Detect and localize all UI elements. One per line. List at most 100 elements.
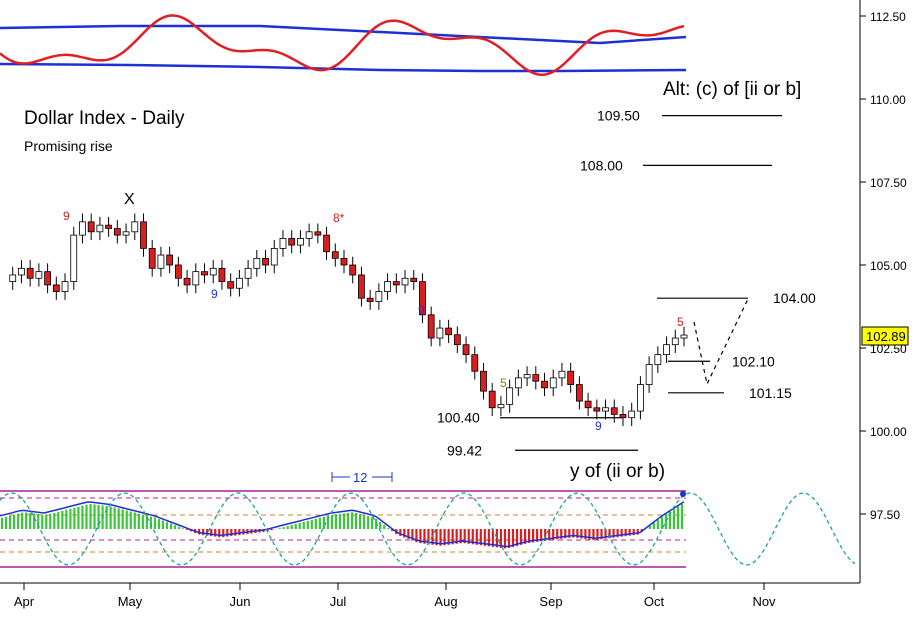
candle-down [87,221,95,233]
x-tick-label: Nov [752,594,776,609]
candle-up [244,267,252,279]
candle-up [192,271,200,286]
candle-up [514,377,522,389]
count-marker: 9 [63,209,70,223]
candle-up [279,238,287,249]
candle-up [131,221,139,233]
x-axis-ticks: Apr May Jun Jul Aug Sep Oct Nov [14,583,776,609]
level-label: 99.42 [447,442,482,458]
count-marker: 9 [595,419,602,433]
candle-down [532,374,540,382]
candle-down [445,327,453,336]
candle-up [209,267,217,276]
candle-up [61,281,69,292]
candle-down [575,384,583,402]
candle-down [140,221,147,249]
count-marker: 5 [677,315,684,329]
candle-up [654,354,662,366]
y-tick-label: 110.00 [870,93,906,107]
candle-up [270,247,278,266]
candle-up [506,387,514,405]
candle-down [488,390,496,409]
candle-up [645,364,653,385]
candle-up [628,410,636,419]
candle-down [366,297,374,302]
candle-down [453,334,461,346]
candle-up [18,267,25,276]
osc-signal-line [0,501,685,548]
candle-down [262,257,269,266]
x-tick-label: Aug [434,594,457,609]
oscillator-wave-line [0,14,685,76]
osc-end-dot [680,491,686,497]
level-label: 101.15 [749,385,792,401]
candle-up [297,238,304,246]
candle-down [619,413,627,419]
x-tick-label: Sep [539,594,562,609]
candle-down [44,271,51,286]
candle-down [52,284,60,292]
x-tick-label: Jul [330,594,347,609]
candle-up [671,337,679,346]
candle-up [680,334,688,339]
candle-down [358,274,365,299]
candle-down [427,314,435,339]
candle-up [384,281,391,292]
candle-down [166,254,174,266]
candle-down [392,281,400,286]
y-tick-label: 112.50 [870,10,906,24]
candle-down [340,257,348,266]
candle-up [558,370,566,379]
x-tick-label: Oct [644,594,665,609]
candle-up [235,277,243,289]
candle-up [35,271,43,279]
projected-path-line [693,298,749,386]
candle-up [523,374,531,379]
top-oscillator-panel [0,14,687,76]
count-marker: 5 [500,376,507,390]
last-price-text: 102.89 [866,329,906,344]
alt-wave-label: Alt: (c) of [ii or b] [663,79,801,100]
count-markers: 9 9 8* 9 5 9 5 [63,209,684,433]
candle-down [323,234,330,253]
y-tick-label: 107.50 [870,176,907,190]
candle-down [218,267,226,283]
candle-up [497,404,505,409]
candle-up [637,384,644,412]
candle-down [201,271,208,276]
last-price-badge [861,326,909,346]
candle-up [9,274,17,282]
candle-down [462,344,470,356]
candle-down [105,224,113,229]
cycle-length-label-bg [350,470,372,484]
level-label: 104.00 [773,290,816,306]
candle-up [122,231,130,236]
candle-up [401,277,409,286]
candle-up [305,231,313,239]
x-tick-label: Apr [14,594,35,609]
candle-down [480,370,487,392]
count-marker: 9 [418,303,425,317]
count-marker: 9 [211,287,218,301]
candle-up [70,234,78,282]
count-marker: 8* [333,211,345,225]
candle-up [79,221,86,236]
level-label: 102.10 [732,353,775,369]
lower-band-line [0,62,687,73]
candle-up [549,377,557,389]
upper-band-line [0,24,687,45]
candle-down [314,231,322,236]
candle-up [436,327,444,339]
candle-down [113,228,121,236]
candle-down [331,251,339,259]
candle-down [174,264,182,279]
chart-subtitle: Promising rise [24,138,113,154]
candle-up [253,257,261,269]
candle-down [349,264,357,276]
y-tick-label: 100.00 [870,425,907,439]
candle-up [157,254,165,269]
candle-up [602,407,609,412]
candle-down [410,277,418,282]
price-candles [9,213,688,427]
